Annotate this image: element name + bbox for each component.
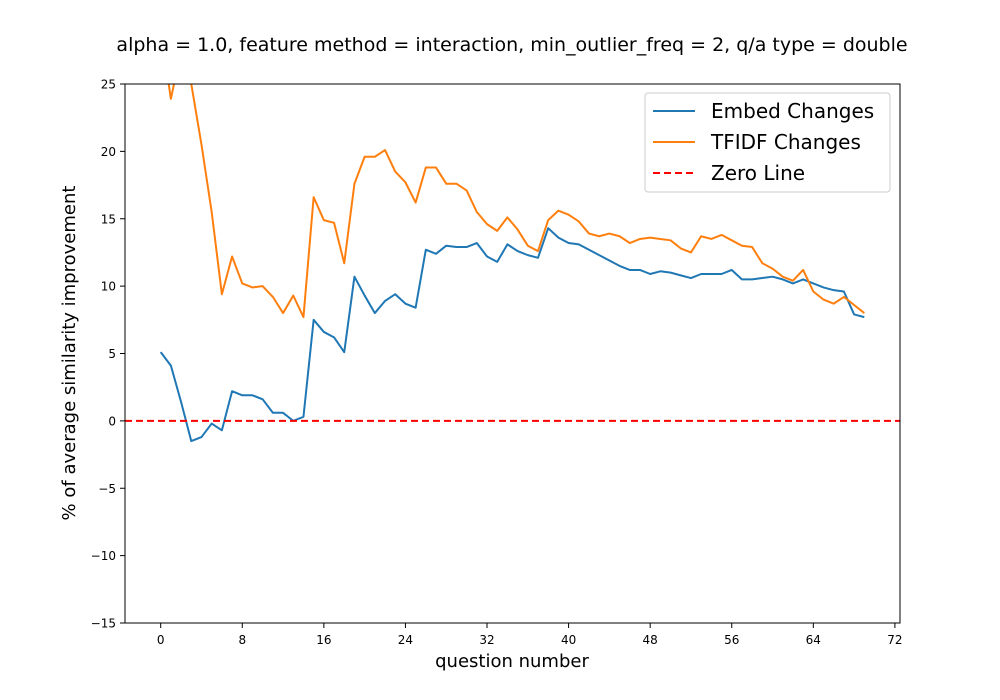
- y-axis-label: % of average similarity improvement: [59, 186, 80, 521]
- x-tick-label: 8: [238, 633, 246, 647]
- chart-title: alpha = 1.0, feature method = interactio…: [116, 34, 907, 56]
- x-axis-label: question number: [435, 651, 589, 672]
- x-axis: 0 8 16 24 32 40 48 56 64 72: [157, 623, 903, 647]
- legend-label-zero-line: Zero Line: [711, 161, 805, 185]
- series-line-tfidf-changes: [167, 84, 865, 319]
- x-tick-label: 64: [806, 633, 821, 647]
- series-line-embed-changes: [159, 227, 865, 443]
- y-tick-label: −10: [91, 549, 116, 563]
- x-tick-label: 32: [479, 633, 494, 647]
- x-tick-label: 48: [643, 633, 658, 647]
- x-tick-label: 56: [724, 633, 739, 647]
- legend: Embed Changes TFIDF Changes Zero Line: [644, 92, 891, 193]
- legend-box: [644, 92, 891, 193]
- y-tick-label: −15: [91, 617, 116, 631]
- x-tick-label: 0: [157, 633, 165, 647]
- x-tick-label: 24: [398, 633, 413, 647]
- x-tick-label: 40: [561, 633, 576, 647]
- y-tick-label: 15: [101, 212, 116, 226]
- y-tick-label: 0: [108, 414, 116, 428]
- y-tick-label: −5: [98, 482, 116, 496]
- y-tick-label: 5: [108, 347, 116, 361]
- y-tick-label: 10: [101, 280, 116, 294]
- legend-label-tfidf-changes: TFIDF Changes: [710, 130, 861, 154]
- legend-label-embed-changes: Embed Changes: [711, 99, 874, 123]
- x-tick-label: 16: [316, 633, 331, 647]
- x-tick-label: 72: [887, 633, 902, 647]
- y-axis: −15 −10 −5 0 5 10 15 20 25: [91, 78, 125, 631]
- y-tick-label: 25: [101, 78, 116, 92]
- y-tick-label: 20: [101, 145, 116, 159]
- series-layer: [125, 84, 900, 443]
